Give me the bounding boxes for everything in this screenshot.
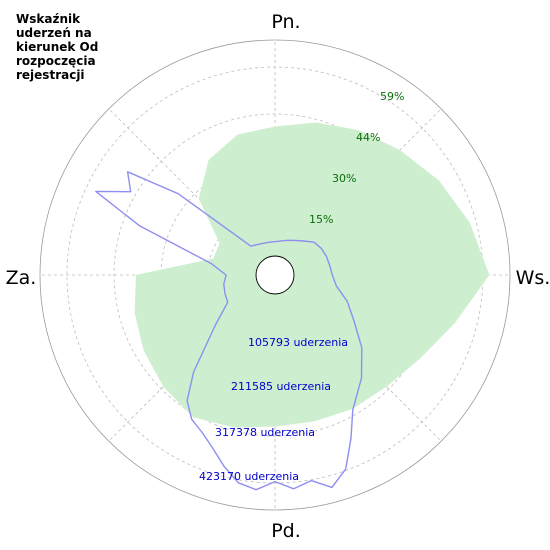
count-line-layer	[95, 171, 363, 491]
center-hole	[255, 255, 295, 295]
direction-label-south: Pd.	[271, 520, 301, 542]
count-tick-label-3: 317378 uderzenia	[215, 426, 315, 439]
percent-area	[134, 122, 490, 428]
percent-tick-label-30: 30%	[332, 172, 356, 185]
percent-area-layer	[134, 122, 490, 428]
count-tick-label-4: 423170 uderzenia	[199, 470, 299, 483]
count-tick-label-2: 211585 uderzenia	[231, 380, 331, 393]
chart-title: Wskaźnik uderzeń na kierunek Od rozpoczę…	[16, 12, 99, 82]
percent-tick-label-59: 59%	[380, 90, 404, 103]
count-tick-label-1: 105793 uderzenia	[248, 336, 348, 349]
outer-ring	[39, 39, 511, 511]
percent-tick-label-15: 15%	[309, 213, 333, 226]
direction-label-east: Ws.	[516, 267, 550, 289]
direction-label-west: Za.	[6, 267, 37, 289]
direction-label-north: Pn.	[271, 11, 300, 33]
count-line	[95, 171, 363, 491]
percent-tick-label-44: 44%	[356, 131, 380, 144]
